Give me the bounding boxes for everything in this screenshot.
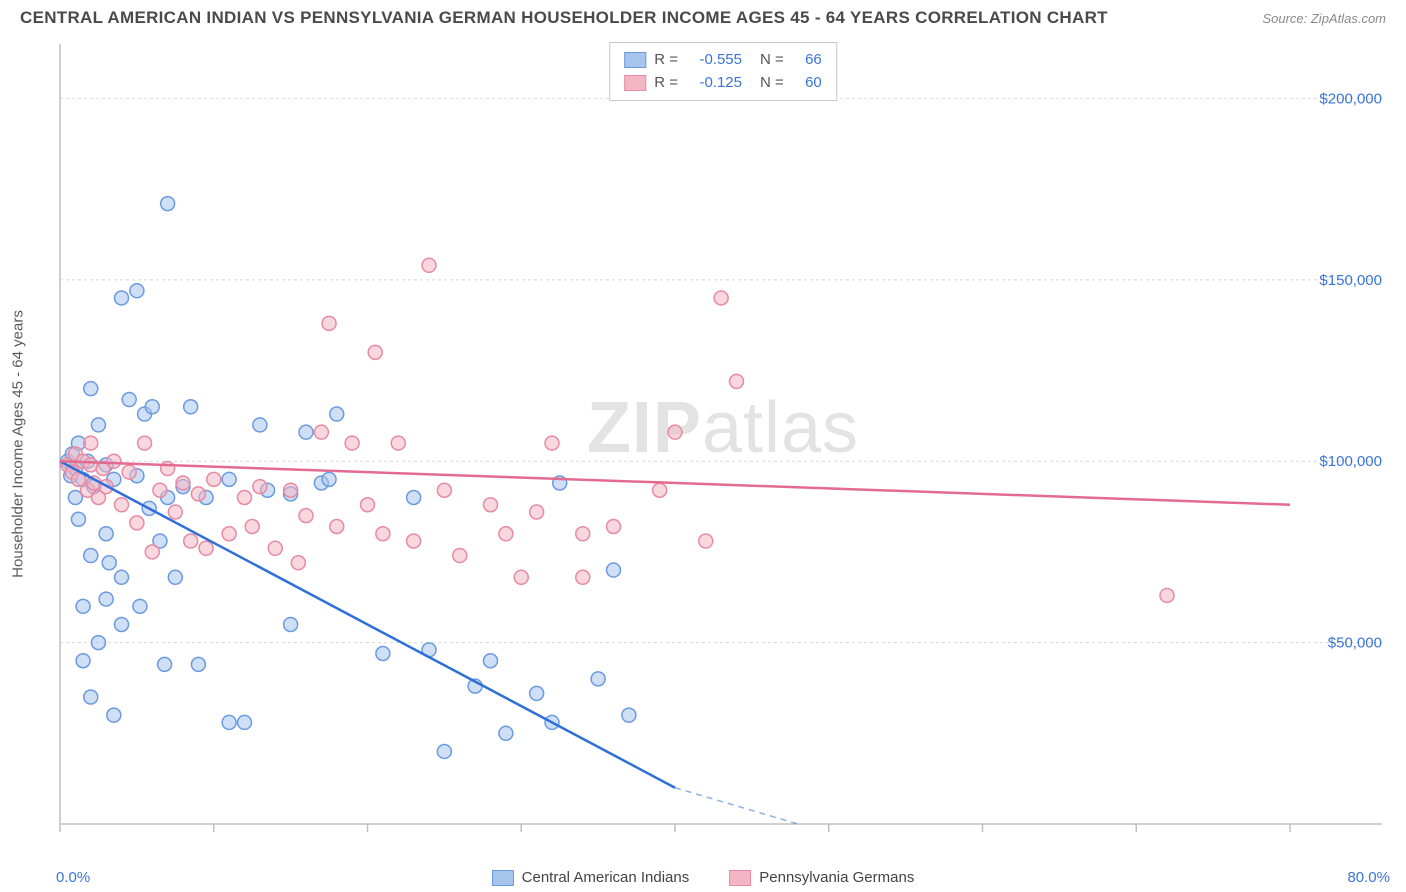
legend-n-value: 60 (792, 72, 822, 95)
legend-n-label: N = (760, 72, 784, 95)
bottom-legend: Central American Indians Pennsylvania Ger… (0, 869, 1406, 886)
svg-text:$150,000: $150,000 (1319, 272, 1382, 289)
y-axis-label: Householder Income Ages 45 - 64 years (10, 310, 27, 578)
legend-swatch (492, 870, 514, 886)
legend-r-label: R = (654, 49, 678, 72)
legend-row: R = -0.125 N = 60 (624, 72, 822, 95)
x-axis-min-label: 0.0% (56, 869, 90, 886)
legend-n-label: N = (760, 49, 784, 72)
chart-area: Householder Income Ages 45 - 64 years ZI… (56, 40, 1390, 848)
chart-source: Source: ZipAtlas.com (1262, 11, 1386, 26)
legend-label: Pennsylvania Germans (759, 869, 914, 886)
legend-row: R = -0.555 N = 66 (624, 49, 822, 72)
legend-r-value: -0.555 (686, 49, 742, 72)
svg-text:$100,000: $100,000 (1319, 453, 1382, 470)
legend-r-value: -0.125 (686, 72, 742, 95)
svg-text:$200,000: $200,000 (1319, 90, 1382, 107)
legend-swatch (624, 52, 646, 68)
legend-label: Central American Indians (522, 869, 690, 886)
bottom-legend-item: Pennsylvania Germans (729, 869, 914, 886)
legend-r-label: R = (654, 72, 678, 95)
bottom-legend-item: Central American Indians (492, 869, 690, 886)
x-axis-max-label: 80.0% (1347, 869, 1390, 886)
correlation-legend: R = -0.555 N = 66 R = -0.125 N = 60 (609, 42, 837, 101)
chart-header: CENTRAL AMERICAN INDIAN VS PENNSYLVANIA … (0, 0, 1406, 32)
legend-swatch (729, 870, 751, 886)
chart-title: CENTRAL AMERICAN INDIAN VS PENNSYLVANIA … (20, 8, 1108, 28)
scatter-plot-svg: $50,000 $100,000 $150,000 $200,000 (56, 40, 1390, 848)
legend-n-value: 66 (792, 49, 822, 72)
legend-swatch (624, 75, 646, 91)
svg-text:$50,000: $50,000 (1328, 635, 1382, 652)
